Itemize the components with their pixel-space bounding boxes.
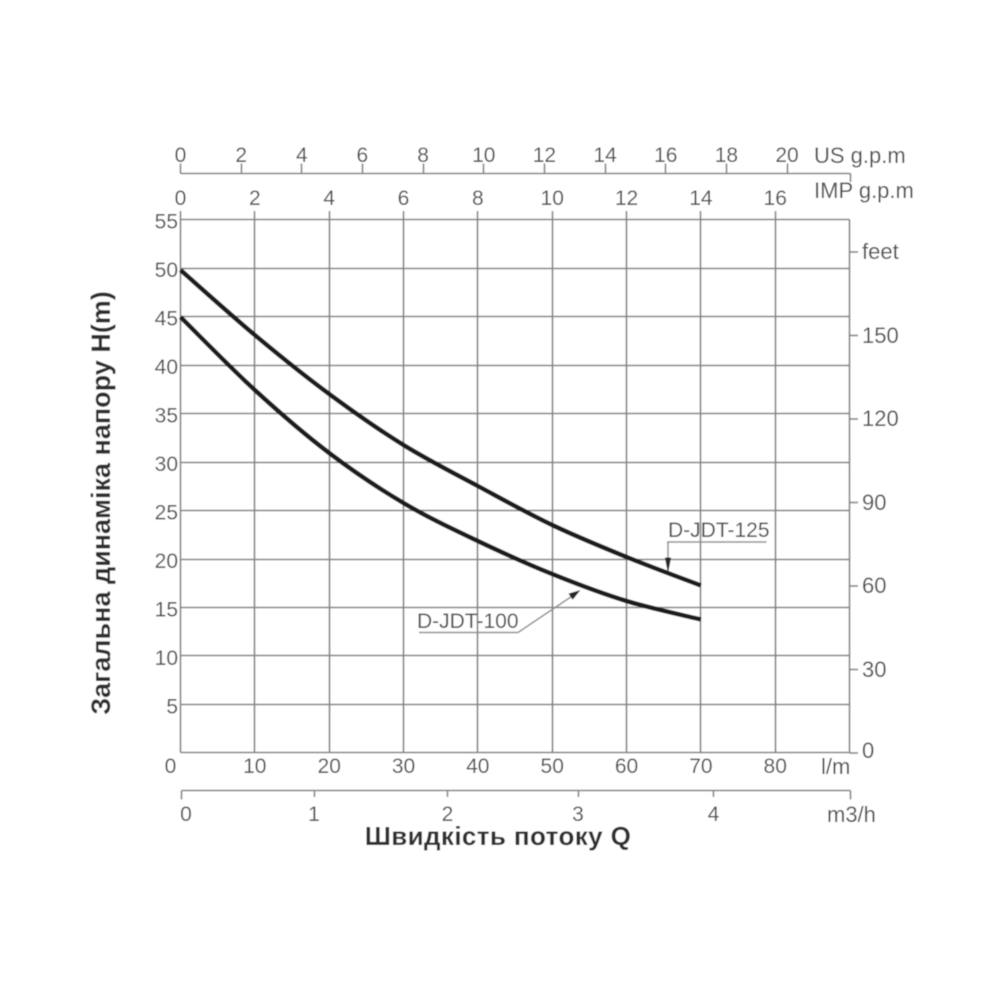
svg-text:Загальна динаміка напору H(m): Загальна динаміка напору H(m) [86,291,116,715]
svg-text:4: 4 [296,144,308,167]
svg-text:0: 0 [862,738,874,763]
svg-text:8: 8 [472,187,484,210]
svg-text:70: 70 [689,755,712,778]
svg-text:4: 4 [708,803,720,826]
svg-text:16: 16 [764,187,787,210]
svg-text:10: 10 [155,647,178,670]
svg-text:14: 14 [689,187,713,210]
svg-text:150: 150 [862,323,899,348]
svg-text:10: 10 [472,144,495,167]
svg-text:2: 2 [249,187,261,210]
svg-text:25: 25 [155,502,178,525]
svg-text:0: 0 [175,144,187,167]
svg-text:2: 2 [442,803,454,826]
svg-text:l/m: l/m [821,754,850,779]
svg-text:120: 120 [862,406,899,431]
svg-text:90: 90 [862,490,886,515]
svg-text:14: 14 [593,144,617,167]
svg-text:Швидкість потоку Q: Швидкість потоку Q [365,821,632,851]
svg-text:1: 1 [308,803,320,826]
svg-text:0: 0 [165,755,177,778]
svg-text:8: 8 [417,144,429,167]
svg-text:40: 40 [466,755,489,778]
svg-text:D-JDT-125: D-JDT-125 [668,519,770,542]
svg-text:60: 60 [615,755,638,778]
svg-text:50: 50 [541,755,564,778]
svg-text:30: 30 [392,755,415,778]
svg-text:20: 20 [318,755,341,778]
svg-text:55: 55 [155,211,178,234]
svg-text:35: 35 [155,405,178,428]
svg-text:feet: feet [862,239,899,264]
svg-text:10: 10 [243,755,266,778]
svg-text:US g.p.m: US g.p.m [814,143,906,168]
svg-text:45: 45 [155,308,178,331]
svg-text:IMP g.p.m: IMP g.p.m [814,178,914,203]
svg-text:20: 20 [155,550,178,573]
svg-text:m3/h: m3/h [827,802,876,827]
svg-text:6: 6 [398,187,410,210]
svg-text:12: 12 [615,187,638,210]
svg-text:40: 40 [155,356,178,379]
svg-text:18: 18 [715,144,738,167]
svg-text:16: 16 [654,144,677,167]
svg-text:10: 10 [541,187,564,210]
svg-text:60: 60 [862,573,886,598]
svg-text:5: 5 [166,696,178,719]
svg-text:4: 4 [323,187,335,210]
svg-text:3: 3 [572,803,584,826]
svg-text:15: 15 [155,599,178,622]
svg-text:80: 80 [764,755,787,778]
svg-text:20: 20 [775,144,798,167]
svg-text:0: 0 [180,803,192,826]
svg-text:12: 12 [533,144,556,167]
svg-text:30: 30 [862,657,886,682]
svg-text:2: 2 [235,144,247,167]
svg-text:D-JDT-100: D-JDT-100 [417,610,519,633]
svg-text:30: 30 [155,453,178,476]
svg-text:0: 0 [175,187,187,210]
svg-text:6: 6 [357,144,369,167]
svg-text:50: 50 [155,259,178,282]
